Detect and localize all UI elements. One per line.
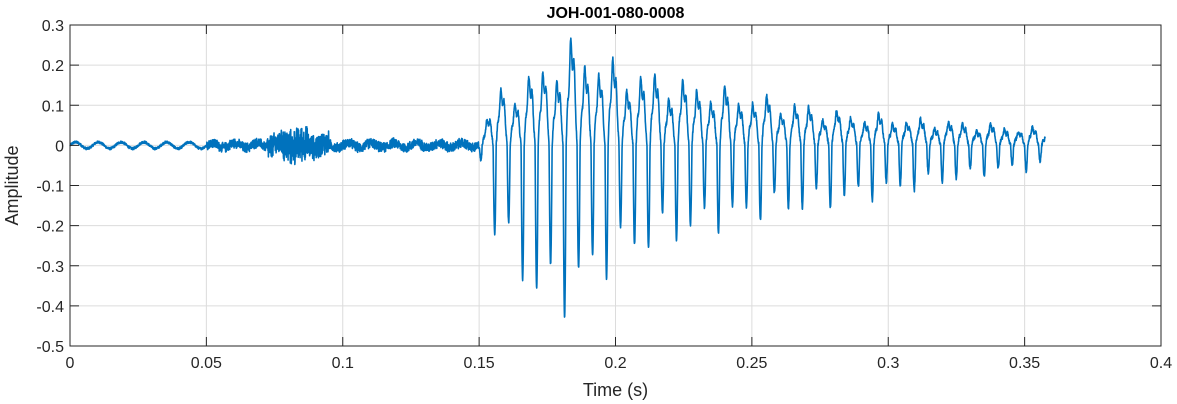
x-tick-label: 0.35 <box>1009 355 1040 372</box>
y-tick-label: 0 <box>55 138 64 155</box>
y-tick-label: -0.1 <box>36 179 64 196</box>
y-tick-label: -0.2 <box>36 219 64 236</box>
x-tick-label: 0.25 <box>736 355 767 372</box>
chart-title: JOH-001-080-0008 <box>547 5 685 22</box>
waveform-series-line <box>69 37 1046 318</box>
y-tick-label: 0.3 <box>42 18 64 35</box>
x-tick-labels: 0 0.05 0.1 0.15 0.2 0.25 0.3 0.35 0.4 <box>66 355 1173 372</box>
ticks <box>69 24 1162 347</box>
x-tick-label: 0.2 <box>604 355 626 372</box>
y-tick-labels: -0.5 -0.4 -0.3 -0.2 -0.1 0 0.1 0.2 0.3 <box>36 18 64 356</box>
y-tick-label: -0.5 <box>36 339 64 356</box>
x-tick-label: 0 <box>66 355 75 372</box>
x-tick-label: 0.4 <box>1150 355 1172 372</box>
plot-area <box>69 37 1046 318</box>
x-tick-label: 0.05 <box>191 355 222 372</box>
x-tick-label: 0.3 <box>877 355 899 372</box>
y-axis-label: Amplitude <box>2 145 22 225</box>
x-axis-label: Time (s) <box>583 380 648 400</box>
y-tick-label: -0.4 <box>36 299 64 316</box>
y-tick-label: 0.1 <box>42 98 64 115</box>
y-tick-label: -0.3 <box>36 259 64 276</box>
x-tick-label: 0.1 <box>332 355 354 372</box>
x-tick-label: 0.15 <box>464 355 495 372</box>
y-tick-label: 0.2 <box>42 58 64 75</box>
